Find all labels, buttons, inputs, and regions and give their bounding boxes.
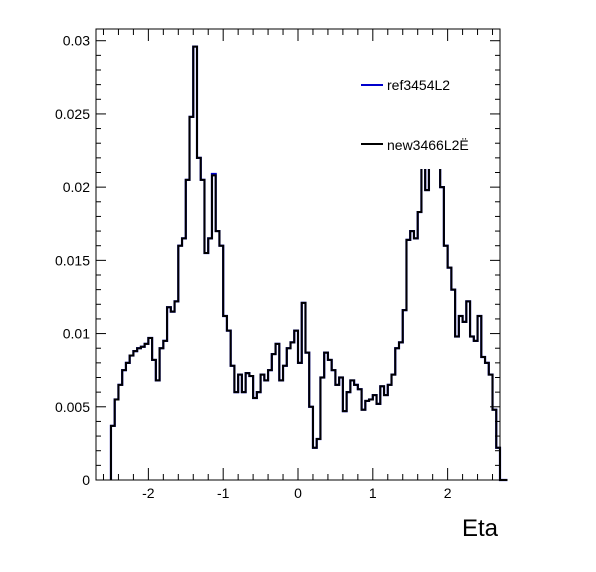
y-tick-label: 0.015 [55,252,90,268]
y-tick-label: 0 [82,472,90,488]
x-tick-label: -2 [142,485,155,501]
x-tick-label: -1 [217,485,230,501]
x-tick-label: 2 [444,485,452,501]
legend-label-ref: ref3454L2 [387,77,450,93]
y-tick-label: 0.01 [63,326,90,342]
y-tick-label: 0.005 [55,399,90,415]
x-tick-label: 1 [369,485,377,501]
legend: ref3454L2 new3466L2Ë [357,53,489,169]
x-axis-label: Eta [462,515,499,542]
x-tick-label: 0 [294,485,302,501]
y-tick-label: 0.02 [63,179,90,195]
tick-layer: 0 0.005 0.01 0.015 0.02 0.025 0.03 -2 -1 0 1 2 [55,29,500,501]
y-tick-label: 0.025 [55,106,90,122]
legend-box [357,53,489,169]
legend-label-new: new3466L2Ë [387,137,469,153]
y-tick-label: 0.03 [63,33,90,49]
